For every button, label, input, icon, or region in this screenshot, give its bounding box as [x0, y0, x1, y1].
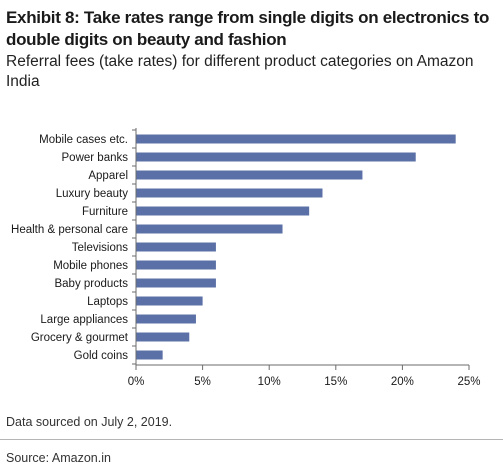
bar — [136, 296, 203, 306]
chart-title: Exhibit 8: Take rates range from single … — [6, 8, 490, 49]
category-label: Gold coins — [74, 350, 129, 362]
chart-subtitle: Referral fees (take rates) for different… — [6, 53, 474, 90]
bar — [136, 314, 196, 324]
category-label: Furniture — [82, 206, 128, 218]
category-label: Mobile phones — [53, 260, 128, 272]
bar — [136, 206, 310, 216]
category-label: Health & personal care — [11, 224, 128, 236]
category-label: Televisions — [72, 242, 128, 254]
bar — [136, 134, 456, 144]
x-tick-label: 20% — [391, 376, 414, 388]
category-label: Grocery & gourmet — [31, 332, 129, 344]
x-tick-label: 15% — [324, 376, 347, 388]
category-label: Large appliances — [40, 314, 128, 326]
category-label: Mobile cases etc. — [39, 134, 128, 146]
x-tick-label: 0% — [128, 376, 145, 388]
x-tick-label: 25% — [457, 376, 480, 388]
category-label: Apparel — [88, 170, 128, 182]
bar — [136, 170, 363, 180]
axes — [132, 128, 470, 370]
category-label: Luxury beauty — [56, 188, 128, 200]
bar — [136, 224, 283, 234]
bar — [136, 260, 216, 270]
bar — [136, 278, 216, 288]
x-tick-label: 5% — [194, 376, 211, 388]
source-divider — [0, 439, 503, 440]
bar — [136, 332, 190, 342]
bar — [136, 242, 216, 252]
bar — [136, 152, 416, 162]
source-text: Source: Amazon.in — [6, 451, 111, 465]
data-note: Data sourced on July 2, 2019. — [6, 415, 173, 429]
category-label: Baby products — [54, 278, 128, 290]
category-label: Laptops — [87, 296, 128, 308]
bar — [136, 188, 323, 198]
bar — [136, 350, 163, 360]
x-tick-label: 10% — [258, 376, 281, 388]
category-label: Power banks — [62, 152, 129, 164]
bar-group — [136, 134, 456, 360]
bar-chart: Mobile cases etc. Power banks Apparel Luxur… — [11, 128, 481, 388]
category-labels: Mobile cases etc. Power banks Apparel Luxur… — [11, 134, 129, 362]
x-tick-labels: 0% 5% 10% 15% 20% 25% — [128, 376, 481, 388]
